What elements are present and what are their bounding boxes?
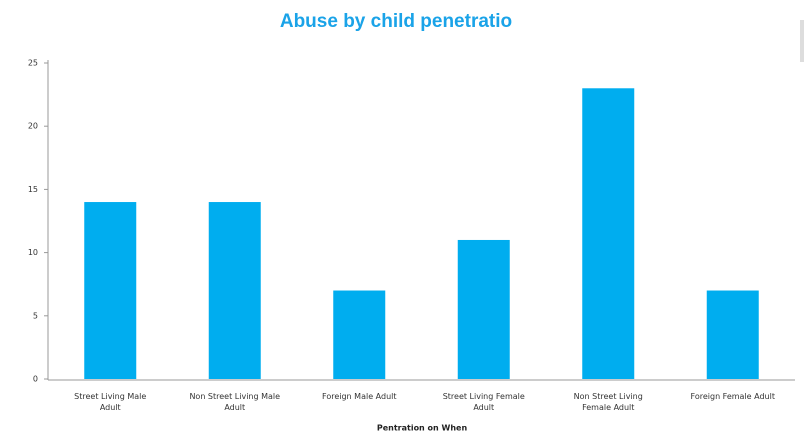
x-tick-label: Non Street Living Female Adult xyxy=(574,392,643,412)
y-tick-label: 0 xyxy=(33,375,38,384)
x-tick-label: Foreign Male Adult xyxy=(322,392,397,401)
bar xyxy=(333,290,386,379)
chart-title: Abuse by child penetratio xyxy=(280,11,512,32)
y-tick-label: 20 xyxy=(28,122,38,131)
y-tick-label: 10 xyxy=(28,248,38,257)
bar xyxy=(582,88,635,379)
x-tick-label: Street Living Male Adult xyxy=(74,392,146,412)
bar xyxy=(84,202,137,379)
x-tick-label: Non Street Living Male Adult xyxy=(189,392,280,412)
x-tick-label: Foreign Female Adult xyxy=(691,392,775,401)
scrollbar xyxy=(800,20,804,62)
bar xyxy=(457,239,510,379)
bar xyxy=(706,290,759,379)
x-tick-label: Street Living Female Adult xyxy=(443,392,525,412)
y-tick-label: 15 xyxy=(28,185,38,194)
y-tick-label: 5 xyxy=(33,311,38,320)
x-axis-title: Pentration on When xyxy=(377,424,468,433)
bar xyxy=(208,202,261,379)
y-tick-label: 25 xyxy=(28,59,38,68)
